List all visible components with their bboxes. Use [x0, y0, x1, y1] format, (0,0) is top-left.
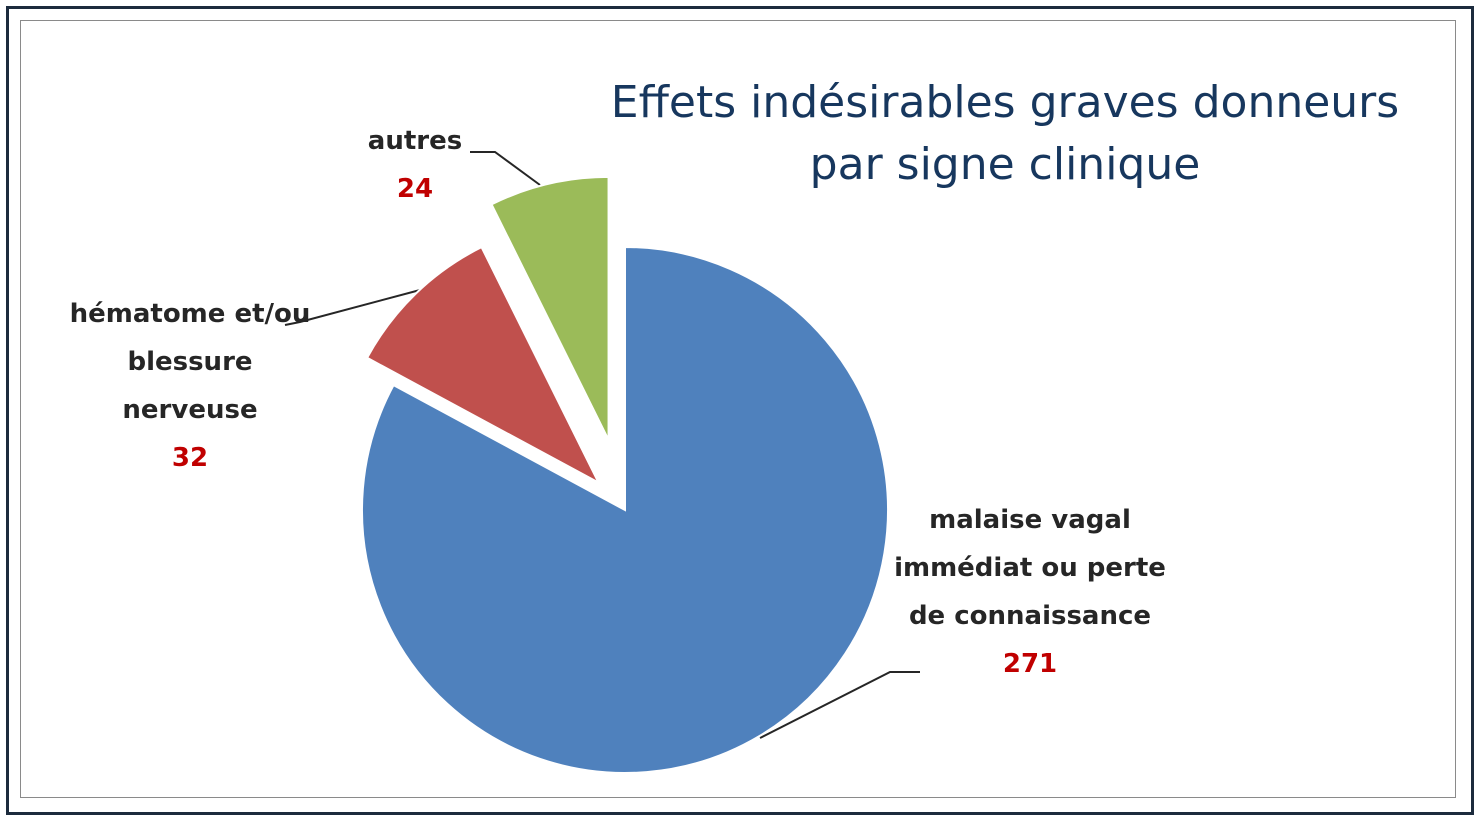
leader-line	[284, 289, 421, 326]
value-label: 24	[396, 174, 434, 204]
value-label: 32	[171, 443, 209, 473]
leader-line	[470, 151, 541, 186]
pie-slice	[361, 245, 889, 774]
category-label: malaise vagal immédiat ou perte de conna…	[894, 505, 1166, 631]
slice-label: malaise vagal immédiat ou perte de conna…	[880, 496, 1180, 688]
chart-area-border	[20, 20, 1456, 798]
slice-label: hématome et/ou blessure nerveuse 32	[60, 290, 320, 482]
leader-line	[759, 671, 920, 739]
category-label: hématome et/ou blessure nerveuse	[69, 299, 311, 425]
slice-label: autres 24	[320, 117, 510, 213]
chart-title: Effets indésirables graves donneurs par …	[610, 77, 1400, 190]
category-label: autres	[367, 126, 463, 156]
pie-slice	[490, 175, 610, 441]
pie-slice	[365, 245, 601, 486]
value-label: 271	[1002, 649, 1058, 679]
